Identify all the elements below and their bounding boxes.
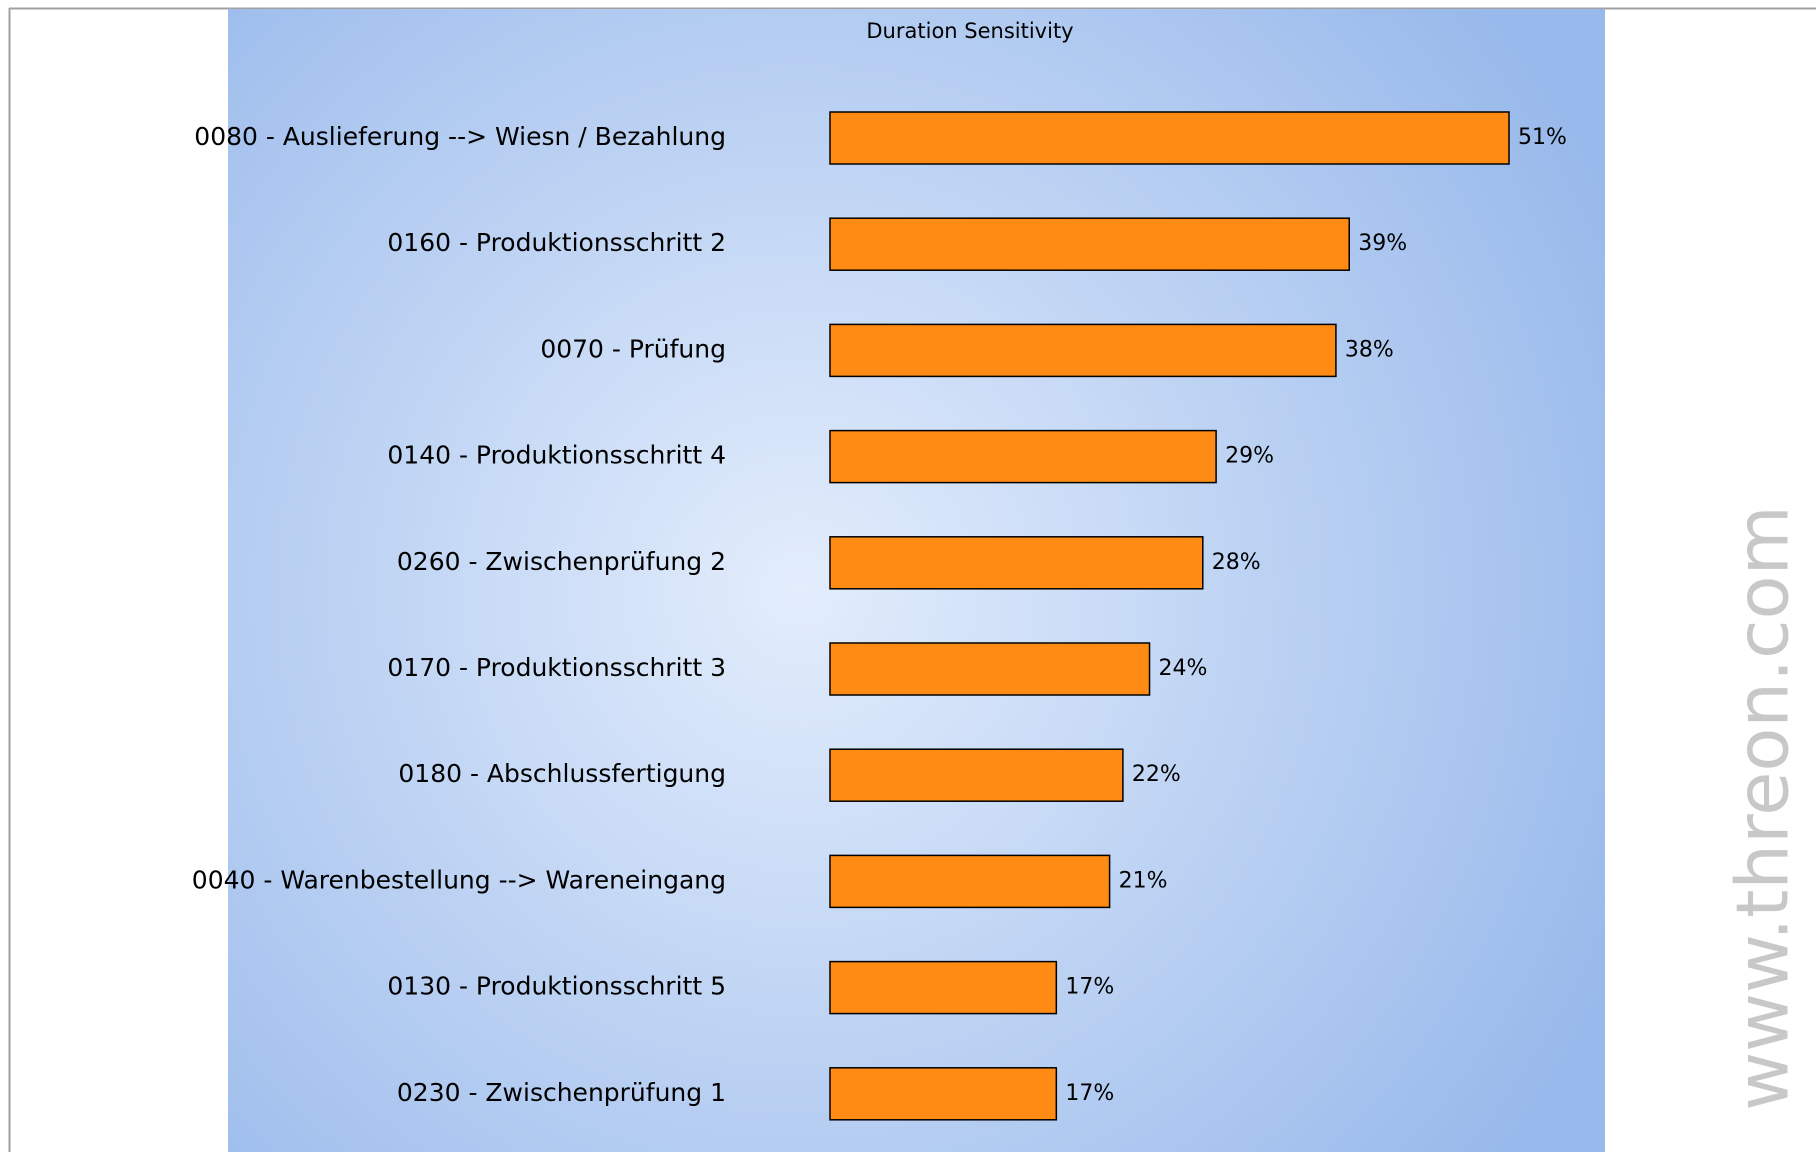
- bar: [829, 323, 1337, 378]
- category-label: 0080 - Auslieferung --> Wiesn / Bezahlun…: [194, 122, 726, 151]
- bar: [829, 748, 1124, 802]
- category-label: 0130 - Produktionsschritt 5: [387, 972, 726, 1001]
- value-label: 51%: [1518, 125, 1567, 150]
- value-label: 17%: [1065, 975, 1114, 1000]
- bar: [829, 960, 1058, 1015]
- bar: [829, 854, 1111, 909]
- chart-title: Duration Sensitivity: [866, 19, 1073, 43]
- bar: [829, 642, 1151, 696]
- value-label: 17%: [1065, 1081, 1114, 1106]
- bar: [829, 536, 1204, 590]
- category-label: 0070 - Prüfung: [540, 334, 726, 363]
- value-label: 28%: [1212, 550, 1261, 575]
- category-label: 0180 - Abschlussfertigung: [398, 759, 726, 788]
- value-label: 39%: [1358, 231, 1407, 256]
- bar: [829, 1067, 1058, 1121]
- category-label: 0040 - Warenbestellung --> Wareneingang: [192, 865, 726, 894]
- value-label: 21%: [1119, 868, 1168, 893]
- category-label: 0260 - Zwischenprüfung 2: [397, 547, 726, 576]
- value-label: 29%: [1225, 444, 1274, 469]
- category-label: 0160 - Produktionsschritt 2: [387, 228, 726, 257]
- value-label: 22%: [1132, 762, 1181, 787]
- category-label: 0230 - Zwischenprüfung 1: [397, 1078, 726, 1107]
- category-label: 0140 - Produktionsschritt 4: [387, 441, 726, 470]
- watermark: www.threon.com: [1721, 505, 1805, 1110]
- bar: [829, 111, 1510, 165]
- value-label: 24%: [1159, 656, 1208, 681]
- bar: [829, 217, 1350, 271]
- category-label: 0170 - Produktionsschritt 3: [387, 653, 726, 682]
- bar: [829, 429, 1217, 484]
- value-label: 38%: [1345, 337, 1394, 362]
